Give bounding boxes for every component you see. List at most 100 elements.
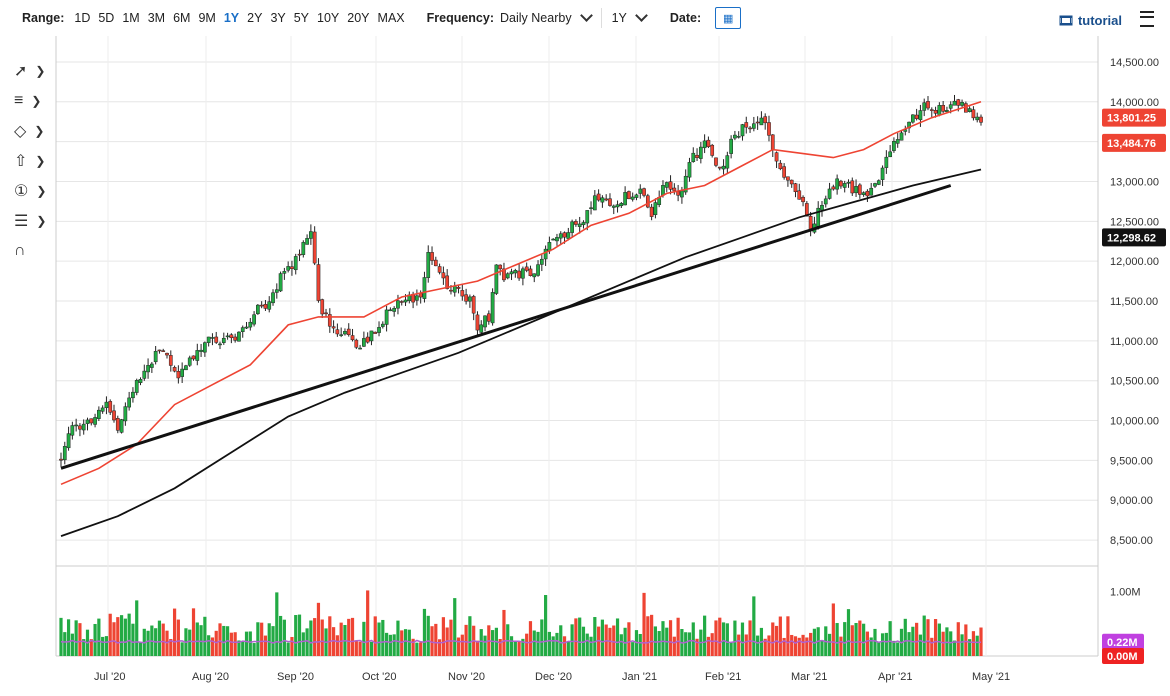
volume-bar	[131, 623, 135, 656]
divider	[600, 8, 602, 28]
frequency-select[interactable]: Daily Nearby	[500, 9, 593, 25]
candle	[736, 136, 741, 138]
candle	[93, 417, 97, 425]
range-button-10y[interactable]: 10Y	[317, 11, 340, 25]
volume-bar	[241, 641, 245, 656]
volume-bar	[744, 634, 748, 656]
range-button-1m[interactable]: 1M	[122, 11, 140, 25]
volume-bar	[809, 632, 813, 656]
tutorial-link[interactable]: 🎞 tutorial	[1058, 13, 1122, 29]
trendline-line	[60, 184, 952, 470]
volume-bar	[846, 609, 851, 656]
range-button-3m[interactable]: 3M	[147, 11, 166, 25]
candle	[301, 242, 306, 255]
volume-bar	[313, 618, 317, 656]
line-tool-button[interactable]: ➚ ❯	[14, 56, 54, 86]
range-button-2y[interactable]: 2Y	[247, 11, 263, 25]
candle	[377, 327, 381, 333]
candle	[422, 277, 427, 299]
candle	[574, 221, 578, 225]
calendar-icon[interactable]: ▦	[715, 7, 742, 29]
volume-bar	[66, 619, 71, 656]
candle	[150, 363, 154, 368]
range-button-5d[interactable]: 5D	[98, 11, 115, 25]
candle	[309, 231, 313, 239]
candle	[471, 296, 476, 314]
range-button-max[interactable]: MAX	[377, 11, 405, 25]
range-button-1y[interactable]: 1Y	[223, 11, 240, 25]
volume-bar	[540, 619, 544, 656]
volume-bar	[207, 635, 211, 656]
candle	[551, 238, 556, 241]
volume-bar	[850, 625, 854, 656]
list-tool-button[interactable]: ≡ ❯	[14, 86, 54, 116]
volume-bar	[305, 628, 309, 656]
volume-bar	[426, 615, 430, 656]
price-chart[interactable]: 14,500.0014,000.0013,500.0013,000.0012,5…	[0, 36, 1170, 696]
candles	[59, 94, 983, 467]
candle	[274, 289, 279, 293]
volume-bar	[233, 632, 237, 656]
shape-tool-button[interactable]: ◇ ❯	[14, 116, 54, 146]
range-button-5y[interactable]: 5Y	[293, 11, 310, 25]
candle	[494, 264, 499, 294]
volume-bar	[737, 634, 741, 656]
range-button-20y[interactable]: 20Y	[347, 11, 370, 25]
candle	[430, 252, 434, 261]
candle	[611, 205, 616, 208]
volume-bar	[528, 621, 533, 656]
range-button-9m[interactable]: 9M	[198, 11, 216, 25]
candle	[335, 329, 340, 335]
volume-bar	[581, 626, 586, 656]
drawing-tools: ➚ ❯ ≡ ❯ ◇ ❯ ⇧ ❯ ① ❯ ☰ ❯ ∩	[14, 56, 54, 266]
number-tool-button[interactable]: ① ❯	[14, 176, 54, 206]
candle	[327, 314, 332, 327]
magnet-icon: ∩	[14, 242, 26, 259]
range-button-1d[interactable]: 1D	[74, 11, 91, 25]
menu-icon[interactable]	[1140, 11, 1154, 27]
volume-bar	[600, 619, 604, 656]
period-select[interactable]: 1Y	[612, 9, 648, 25]
candle	[592, 195, 597, 211]
price-tick-label: 9,000.00	[1110, 495, 1153, 507]
volume-bar	[657, 631, 661, 656]
volume-bar	[771, 622, 775, 656]
candle	[717, 166, 722, 169]
candle	[384, 309, 389, 325]
volume-bar	[907, 632, 911, 656]
time-tick-label: Dec '20	[535, 671, 572, 683]
volume-bar	[562, 636, 567, 656]
range-button-3y[interactable]: 3Y	[270, 11, 286, 25]
candle	[975, 116, 980, 121]
candle	[964, 103, 968, 113]
range-button-6m[interactable]: 6M	[173, 11, 191, 25]
volume-bar	[748, 620, 752, 656]
candle	[74, 424, 78, 427]
candle	[948, 104, 953, 109]
volume-bar	[922, 615, 926, 656]
volume-bar	[373, 616, 377, 656]
volume-bar	[880, 633, 885, 656]
price-tick-label: 11,000.00	[1110, 336, 1158, 348]
candle	[161, 350, 166, 352]
volume-tag-label: 0.00M	[1107, 651, 1138, 663]
candle	[895, 139, 900, 144]
price-tick-label: 11,500.00	[1110, 296, 1158, 308]
candle	[517, 270, 521, 279]
volume-bar	[790, 634, 794, 656]
magnet-button[interactable]: ∩	[14, 236, 54, 266]
arrow-tool-button[interactable]: ⇧ ❯	[14, 146, 54, 176]
candle	[952, 100, 957, 106]
candle	[672, 187, 677, 192]
candle	[240, 327, 245, 332]
volume-bar	[695, 638, 699, 656]
settings-tool-button[interactable]: ☰ ❯	[14, 206, 54, 236]
candle	[267, 301, 272, 310]
candle	[945, 110, 949, 113]
chevron-right-icon: ❯	[36, 184, 47, 198]
volume-bar	[434, 623, 438, 656]
candle	[702, 140, 707, 149]
time-tick-label: Jan '21	[622, 671, 657, 683]
candle	[770, 134, 775, 151]
candle	[346, 328, 351, 335]
